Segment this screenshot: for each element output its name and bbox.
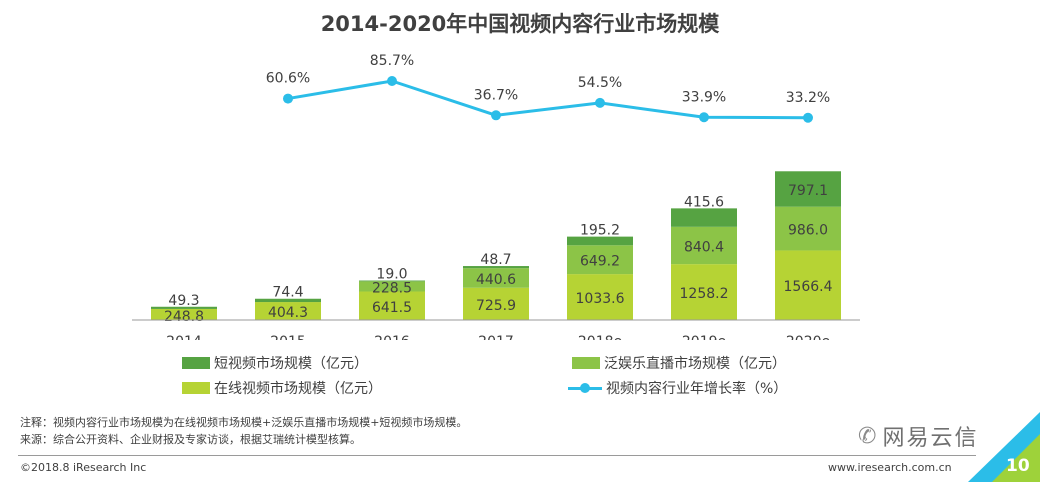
x-tick-label-2020e: 2020e (786, 334, 830, 340)
legend-swatch-growth (568, 382, 602, 394)
data-label-short-2018e: 195.2 (580, 223, 620, 239)
legend-online: 在线视频市场规模（亿元） (182, 378, 382, 398)
data-label-online-2017: 725.9 (476, 298, 516, 314)
data-label-short-2015: 74.4 (272, 285, 303, 301)
data-label-online-2016: 641.5 (372, 300, 412, 316)
chart-title: 2014-2020年中国视频内容行业市场规模 (320, 12, 720, 36)
watermark: ✆ 网易云信 (858, 420, 978, 452)
bar-short-2019e (671, 208, 737, 227)
bar-live-2017 (463, 268, 529, 288)
x-tick-labels: 2014 2015 2016 2017 2018e 2019e 2020e (166, 334, 830, 340)
bar-online-2015 (255, 302, 321, 320)
bar-online-2020e (775, 250, 841, 320)
wechat-icon: ✆ (858, 423, 877, 449)
bar-online-2019e (671, 264, 737, 320)
bar-short-2016 (359, 280, 425, 282)
x-tick-label-2019e: 2019e (682, 334, 726, 340)
bar-live-2020e (775, 206, 841, 251)
legend-label-online: 在线视频市场规模（亿元） (214, 381, 382, 397)
legend-label-growth: 视频内容行业年增长率（%） (606, 381, 788, 397)
watermark-text: 网易云信 (882, 426, 979, 451)
bar-live-2016 (359, 281, 425, 292)
growth-point-2018e (595, 97, 605, 108)
bar-labels-layer: 248.849.3 404.3 74.4 641.5 228.519.0 725.9 440… (164, 183, 833, 325)
growth-point-2020e (803, 112, 813, 123)
growth-label-2015: 60.6% (266, 71, 310, 87)
legend-label-short-video: 短视频市场规模（亿元） (214, 356, 368, 372)
bar-online-2014 (151, 308, 217, 320)
growth-point-2019e (699, 112, 709, 123)
growth-label-2017: 36.7% (474, 87, 518, 103)
source-text: 来源：综合公开资料、企业财报及专家访谈，根据艾瑞统计模型核算。 (20, 433, 361, 446)
bar-live-2019e (671, 226, 737, 265)
x-tick-label-2018e: 2018e (578, 334, 622, 340)
data-label-short-2014: 49.3 (168, 293, 199, 309)
x-tick-label-2017: 2017 (478, 334, 514, 340)
data-label-short-2016: 19.0 (376, 267, 407, 283)
chart-canvas: 248.849.3 404.3 74.4 641.5 228.519.0 725.9 440… (132, 53, 860, 340)
bar-short-2015 (255, 298, 321, 303)
bar-online-2017 (463, 287, 529, 320)
website-url: www.iresearch.com.cn (828, 461, 952, 474)
data-label-live-2017: 440.6 (476, 272, 516, 288)
bar-short-2020e (775, 171, 841, 207)
x-tick-label-2015: 2015 (270, 334, 306, 340)
legend-swatch-short-video (182, 357, 210, 369)
legend-short-video: 短视频市场规模（亿元） (182, 353, 368, 373)
footer-divider (18, 455, 976, 456)
bar-short-2017 (463, 266, 529, 269)
copyright: ©2018.8 iResearch Inc (20, 461, 147, 474)
legend-live: 泛娱乐直播市场规模（亿元） (572, 353, 786, 373)
x-tick-label-2016: 2016 (374, 334, 410, 340)
bar-online-2018e (567, 274, 633, 320)
growth-point-2015 (283, 93, 293, 104)
data-label-short-2019e: 415.6 (684, 194, 724, 210)
data-label-live-2020e: 986.0 (788, 223, 828, 239)
legend-swatch-live (572, 357, 600, 369)
growth-point-2017 (491, 110, 501, 121)
data-label-online-2015: 404.3 (268, 305, 308, 321)
data-label-online-2019e: 1258.2 (680, 286, 729, 302)
data-label-short-2020e: 797.1 (788, 183, 828, 199)
data-label-live-2016: 228.5 (372, 280, 412, 296)
growth-label-2019e: 33.9% (682, 89, 726, 105)
data-label-short-2017: 48.7 (480, 252, 511, 268)
legend-label-live: 泛娱乐直播市场规模（亿元） (604, 356, 786, 372)
legend-swatch-online (182, 382, 210, 394)
data-label-live-2019e: 840.4 (684, 239, 724, 255)
note-text: 注释：视频内容行业市场规模为在线视频市场规模+泛娱乐直播市场规模+短视频市场规模… (20, 416, 468, 429)
data-label-online-2014: 248.8 (164, 309, 204, 325)
bar-online-2016 (359, 291, 425, 320)
bar-live-2018e (567, 245, 633, 275)
page-number: 10 (1006, 456, 1030, 476)
data-label-online-2018e: 1033.6 (576, 291, 625, 307)
legend-growth: 视频内容行业年增长率（%） (568, 378, 787, 398)
data-label-online-2020e: 1566.4 (784, 279, 833, 295)
data-label-live-2018e: 649.2 (580, 254, 620, 270)
growth-point-2016 (387, 76, 397, 87)
corner-accent (968, 412, 1040, 482)
bar-short-2014 (151, 306, 217, 309)
growth-label-2016: 85.7% (370, 53, 414, 69)
growth-label-2020e: 33.2% (786, 90, 830, 106)
growth-line-path (287, 79, 809, 120)
notes: 注释：视频内容行业市场规模为在线视频市场规模+泛娱乐直播市场规模+短视频市场规模… (20, 414, 467, 448)
bar-short-2018e (567, 236, 633, 246)
growth-label-2018e: 54.5% (578, 75, 622, 91)
x-tick-label-2014: 2014 (166, 334, 202, 340)
bars-layer (151, 171, 841, 320)
growth-line-layer: 60.6% 85.7% 36.7% 54.5% 33.9% 33.2% (266, 53, 830, 123)
